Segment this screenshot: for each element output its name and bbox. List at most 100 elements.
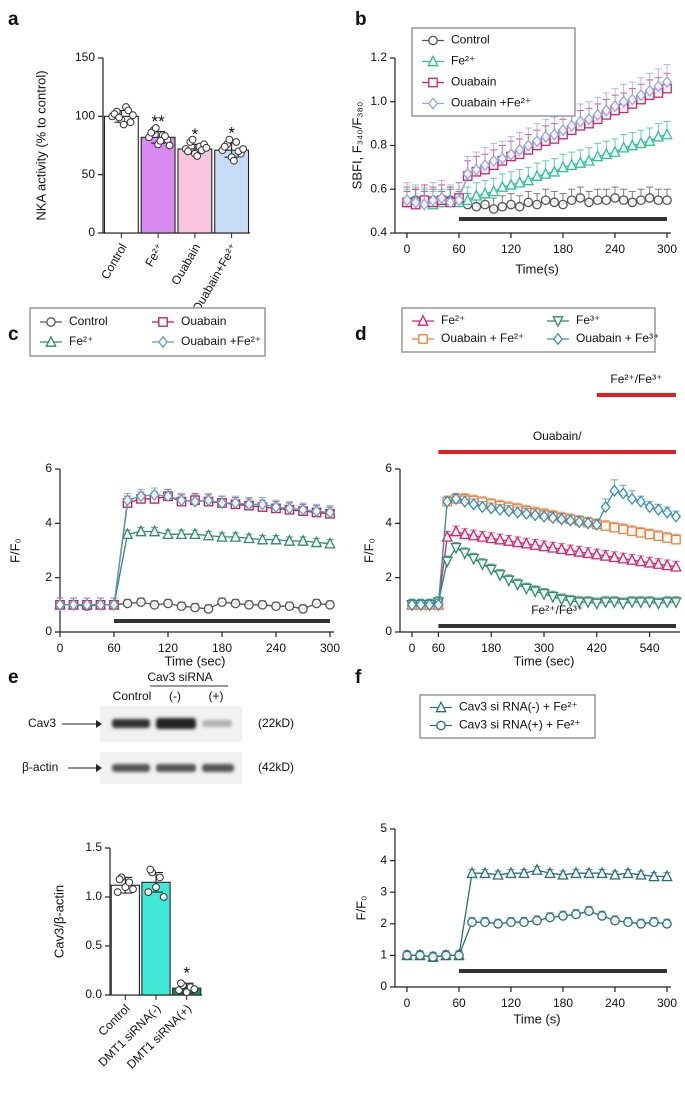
marker <box>540 195 551 206</box>
marker <box>503 534 515 546</box>
data-point <box>129 885 137 894</box>
marker <box>601 104 612 117</box>
marker <box>662 918 672 929</box>
marker <box>520 583 533 596</box>
marker <box>324 506 336 519</box>
y-tick-label: 2 <box>45 570 52 584</box>
marker <box>564 595 577 608</box>
marker <box>461 193 474 206</box>
data-point <box>184 147 192 156</box>
marker <box>608 550 621 563</box>
x-tick-label: 0 <box>409 641 416 655</box>
legend-marker <box>418 334 428 344</box>
marker <box>136 597 146 607</box>
x-tick-label: 240 <box>605 242 625 256</box>
marker <box>566 119 577 133</box>
y-tick-label: 1.2 <box>370 50 387 64</box>
legend-label: Ouabain <box>451 75 496 89</box>
marker <box>653 531 664 541</box>
x-tick-label: 180 <box>553 996 573 1010</box>
legend-box <box>29 307 266 357</box>
marker <box>471 201 482 212</box>
legend-box <box>401 307 656 353</box>
marker <box>671 534 681 545</box>
y-tick-label: 2 <box>385 570 392 584</box>
marker <box>415 950 425 961</box>
marker <box>670 597 682 609</box>
bar <box>141 881 171 996</box>
marker <box>670 560 682 572</box>
marker <box>135 524 147 537</box>
marker <box>609 99 621 113</box>
marker <box>441 556 453 569</box>
marker <box>487 184 500 197</box>
stimulus-bar <box>459 969 667 973</box>
marker <box>459 548 471 560</box>
marker <box>520 537 533 549</box>
marker <box>297 534 309 546</box>
marker <box>584 906 594 917</box>
marker <box>467 553 480 566</box>
y-tick-label: 6 <box>385 461 392 475</box>
marker <box>591 598 603 611</box>
y-tick-label: 3 <box>380 884 387 898</box>
data-point <box>230 156 238 165</box>
y-tick-label: 1.0 <box>85 889 102 903</box>
marker <box>618 95 629 108</box>
marker <box>627 197 638 208</box>
marker <box>538 510 550 523</box>
significance: ** <box>152 112 166 131</box>
marker <box>644 529 655 540</box>
marker <box>229 530 242 542</box>
data-point <box>124 106 133 115</box>
marker <box>149 599 160 610</box>
marker <box>217 597 227 607</box>
marker <box>441 950 451 961</box>
y-tick-label: 0 <box>385 624 392 638</box>
marker <box>570 866 582 879</box>
marker <box>618 487 629 500</box>
panel-b: b 0.4 0.6 0.8 1.0 1.2 SBFI, F₃₄₀/F₃₈₀ 0 60 120 180… <box>349 9 677 276</box>
marker <box>583 866 595 879</box>
series <box>402 905 672 962</box>
marker <box>529 538 541 550</box>
marker <box>574 515 585 529</box>
marker <box>410 196 421 209</box>
marker <box>492 868 504 880</box>
marker <box>424 598 435 612</box>
marker <box>190 602 200 613</box>
marker <box>635 868 647 880</box>
marker <box>652 130 665 142</box>
marker <box>529 586 541 598</box>
marker <box>636 918 646 929</box>
marker <box>530 508 541 522</box>
marker <box>591 518 602 531</box>
data-point <box>155 873 164 882</box>
x-tick-label: Fe²⁺ <box>142 241 166 269</box>
marker <box>548 165 561 177</box>
marker <box>591 149 604 162</box>
marker <box>643 556 656 568</box>
marker <box>661 597 673 609</box>
marker <box>467 528 480 541</box>
marker <box>270 500 282 514</box>
x-tick-label: 540 <box>640 641 660 655</box>
marker <box>486 502 497 515</box>
marker <box>652 598 665 611</box>
x-tick-label: 300 <box>657 996 677 1010</box>
y-tick-label: 4 <box>385 516 392 530</box>
marker <box>661 127 673 140</box>
marker <box>592 108 603 122</box>
marker <box>618 195 629 206</box>
marker <box>648 869 660 882</box>
panel-d: d 0 2 4 6 F/F₀ 0 60 180 300 420 540 Time (sec) Fe²⁺/F… <box>355 307 682 668</box>
marker <box>622 866 634 879</box>
marker <box>531 169 543 181</box>
data-point <box>151 124 160 132</box>
marker <box>532 199 542 210</box>
marker <box>202 528 215 541</box>
legend-label: Control <box>69 314 108 328</box>
marker <box>468 498 479 511</box>
bar <box>214 149 250 234</box>
marker <box>480 199 490 210</box>
